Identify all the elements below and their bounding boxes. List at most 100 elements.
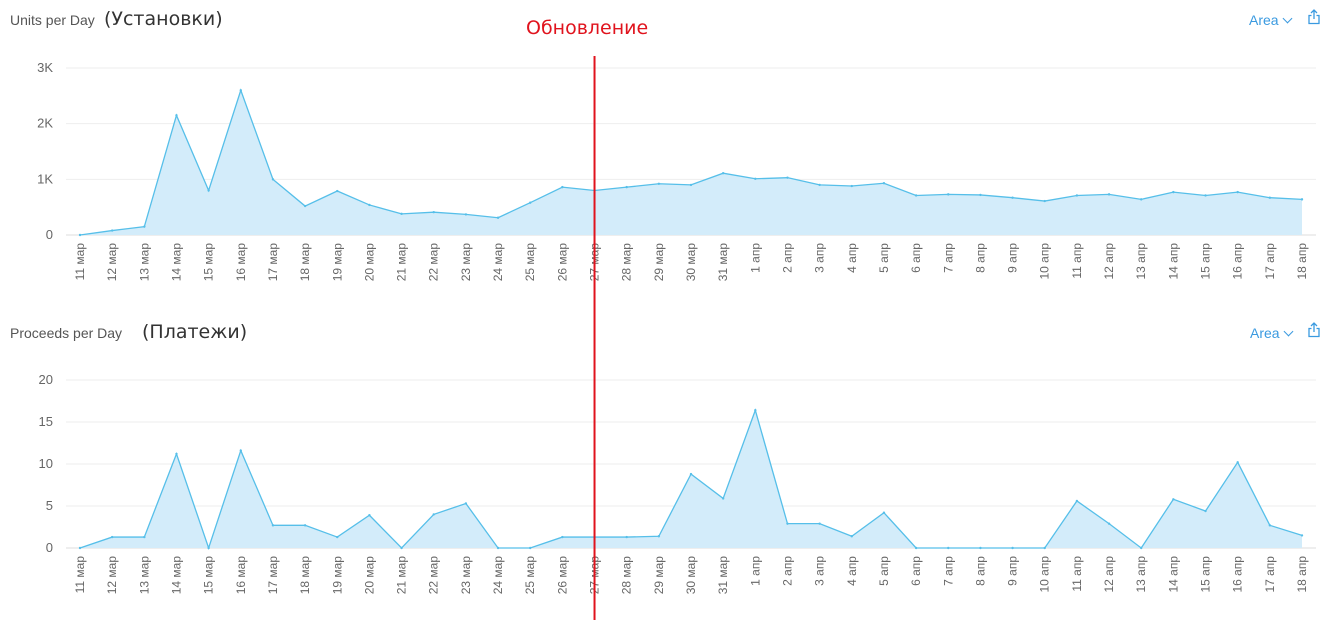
data-point: [1075, 499, 1079, 503]
chart-subtitle-units: (Установки): [104, 8, 223, 30]
data-point: [496, 216, 500, 219]
y-tick-label: 0: [46, 227, 53, 242]
data-point: [1172, 498, 1175, 501]
data-point: [657, 182, 661, 185]
x-tick-label: 16 апр: [1231, 556, 1245, 593]
x-tick-label: 14 мар: [169, 243, 183, 282]
data-point: [1172, 190, 1175, 194]
x-tick-label: 12 мар: [105, 243, 119, 282]
series-area: [80, 90, 1302, 236]
data-point: [561, 535, 564, 539]
data-point: [207, 189, 210, 192]
share-icon[interactable]: [1307, 322, 1321, 338]
data-point: [336, 189, 339, 193]
data-point: [721, 497, 725, 500]
x-tick-label: 15 апр: [1199, 556, 1213, 593]
chart-type-label: Area: [1250, 325, 1280, 341]
data-point: [979, 193, 982, 197]
x-tick-label: 28 мар: [620, 556, 634, 595]
chart-type-dropdown-proceeds[interactable]: Area: [1250, 325, 1294, 341]
data-point: [1300, 534, 1304, 537]
data-point: [239, 89, 242, 92]
data-point: [689, 472, 693, 476]
x-tick-label: 23 мар: [459, 243, 473, 282]
data-point: [882, 182, 886, 185]
x-tick-label: 15 мар: [202, 556, 216, 595]
data-point: [1043, 546, 1046, 550]
x-tick-label: 9 апр: [1006, 243, 1020, 273]
data-point: [1204, 194, 1207, 197]
x-tick-label: 10 апр: [1038, 556, 1052, 593]
x-tick-label: 26 мар: [555, 556, 569, 595]
data-point: [1011, 546, 1014, 550]
x-tick-label: 29 мар: [652, 556, 666, 595]
x-tick-label: 8 апр: [973, 243, 987, 273]
data-point: [368, 203, 371, 207]
x-tick-label: 9 апр: [1006, 556, 1020, 586]
x-tick-label: 22 мар: [427, 243, 441, 282]
data-point: [110, 535, 114, 539]
data-point: [368, 514, 371, 517]
x-tick-label: 17 мар: [266, 243, 280, 282]
x-tick-label: 4 апр: [845, 243, 859, 273]
data-point: [303, 204, 307, 208]
x-tick-label: 20 мар: [362, 556, 376, 595]
data-point: [947, 546, 950, 550]
x-tick-label: 2 апр: [780, 243, 794, 273]
y-tick-label: 1K: [37, 171, 53, 186]
x-tick-label: 15 апр: [1199, 243, 1213, 280]
data-point: [625, 185, 628, 189]
chart-type-dropdown-units[interactable]: Area: [1249, 12, 1293, 28]
data-point: [143, 535, 146, 539]
x-tick-label: 12 апр: [1102, 243, 1116, 280]
y-tick-label: 0: [46, 540, 53, 555]
x-tick-label: 25 мар: [523, 243, 537, 282]
x-tick-label: 10 апр: [1038, 243, 1052, 280]
data-point: [786, 522, 789, 525]
data-point: [432, 210, 435, 214]
chart-title-units: Units per Day: [10, 12, 95, 28]
data-point: [78, 233, 82, 237]
data-point: [496, 546, 500, 550]
x-tick-label: 1 апр: [748, 556, 762, 586]
data-point: [1140, 546, 1143, 550]
data-point: [1236, 190, 1239, 194]
y-tick-label: 3K: [37, 60, 53, 75]
data-point: [754, 177, 757, 180]
data-point: [336, 535, 339, 539]
x-tick-label: 13 мар: [137, 243, 151, 282]
data-point: [561, 185, 564, 189]
x-tick-label: 18 мар: [298, 556, 312, 595]
data-point: [400, 546, 403, 550]
x-tick-label: 16 мар: [234, 243, 248, 282]
x-tick-label: 25 мар: [523, 556, 537, 595]
data-point: [882, 511, 886, 514]
data-point: [400, 212, 403, 216]
share-icon[interactable]: [1307, 9, 1321, 25]
data-point: [529, 546, 532, 550]
data-point: [979, 546, 982, 550]
x-tick-label: 30 мар: [684, 243, 698, 282]
data-point: [464, 213, 468, 216]
x-tick-label: 7 апр: [941, 556, 955, 586]
data-point: [914, 194, 918, 197]
data-point: [1107, 522, 1111, 525]
x-tick-label: 26 мар: [555, 243, 569, 282]
data-point: [818, 183, 821, 187]
data-point: [914, 546, 918, 550]
data-point: [1268, 524, 1272, 527]
data-point: [432, 513, 435, 516]
data-point: [754, 409, 757, 412]
data-point: [1204, 509, 1207, 513]
x-tick-label: 3 апр: [813, 243, 827, 273]
data-point: [175, 114, 178, 117]
data-point: [786, 176, 789, 179]
x-tick-label: 6 апр: [909, 243, 923, 273]
x-tick-label: 16 мар: [234, 556, 248, 595]
data-point: [110, 229, 114, 232]
x-tick-label: 18 апр: [1295, 556, 1309, 593]
x-tick-label: 22 мар: [427, 556, 441, 595]
x-tick-label: 15 мар: [202, 243, 216, 282]
data-point: [657, 535, 661, 538]
